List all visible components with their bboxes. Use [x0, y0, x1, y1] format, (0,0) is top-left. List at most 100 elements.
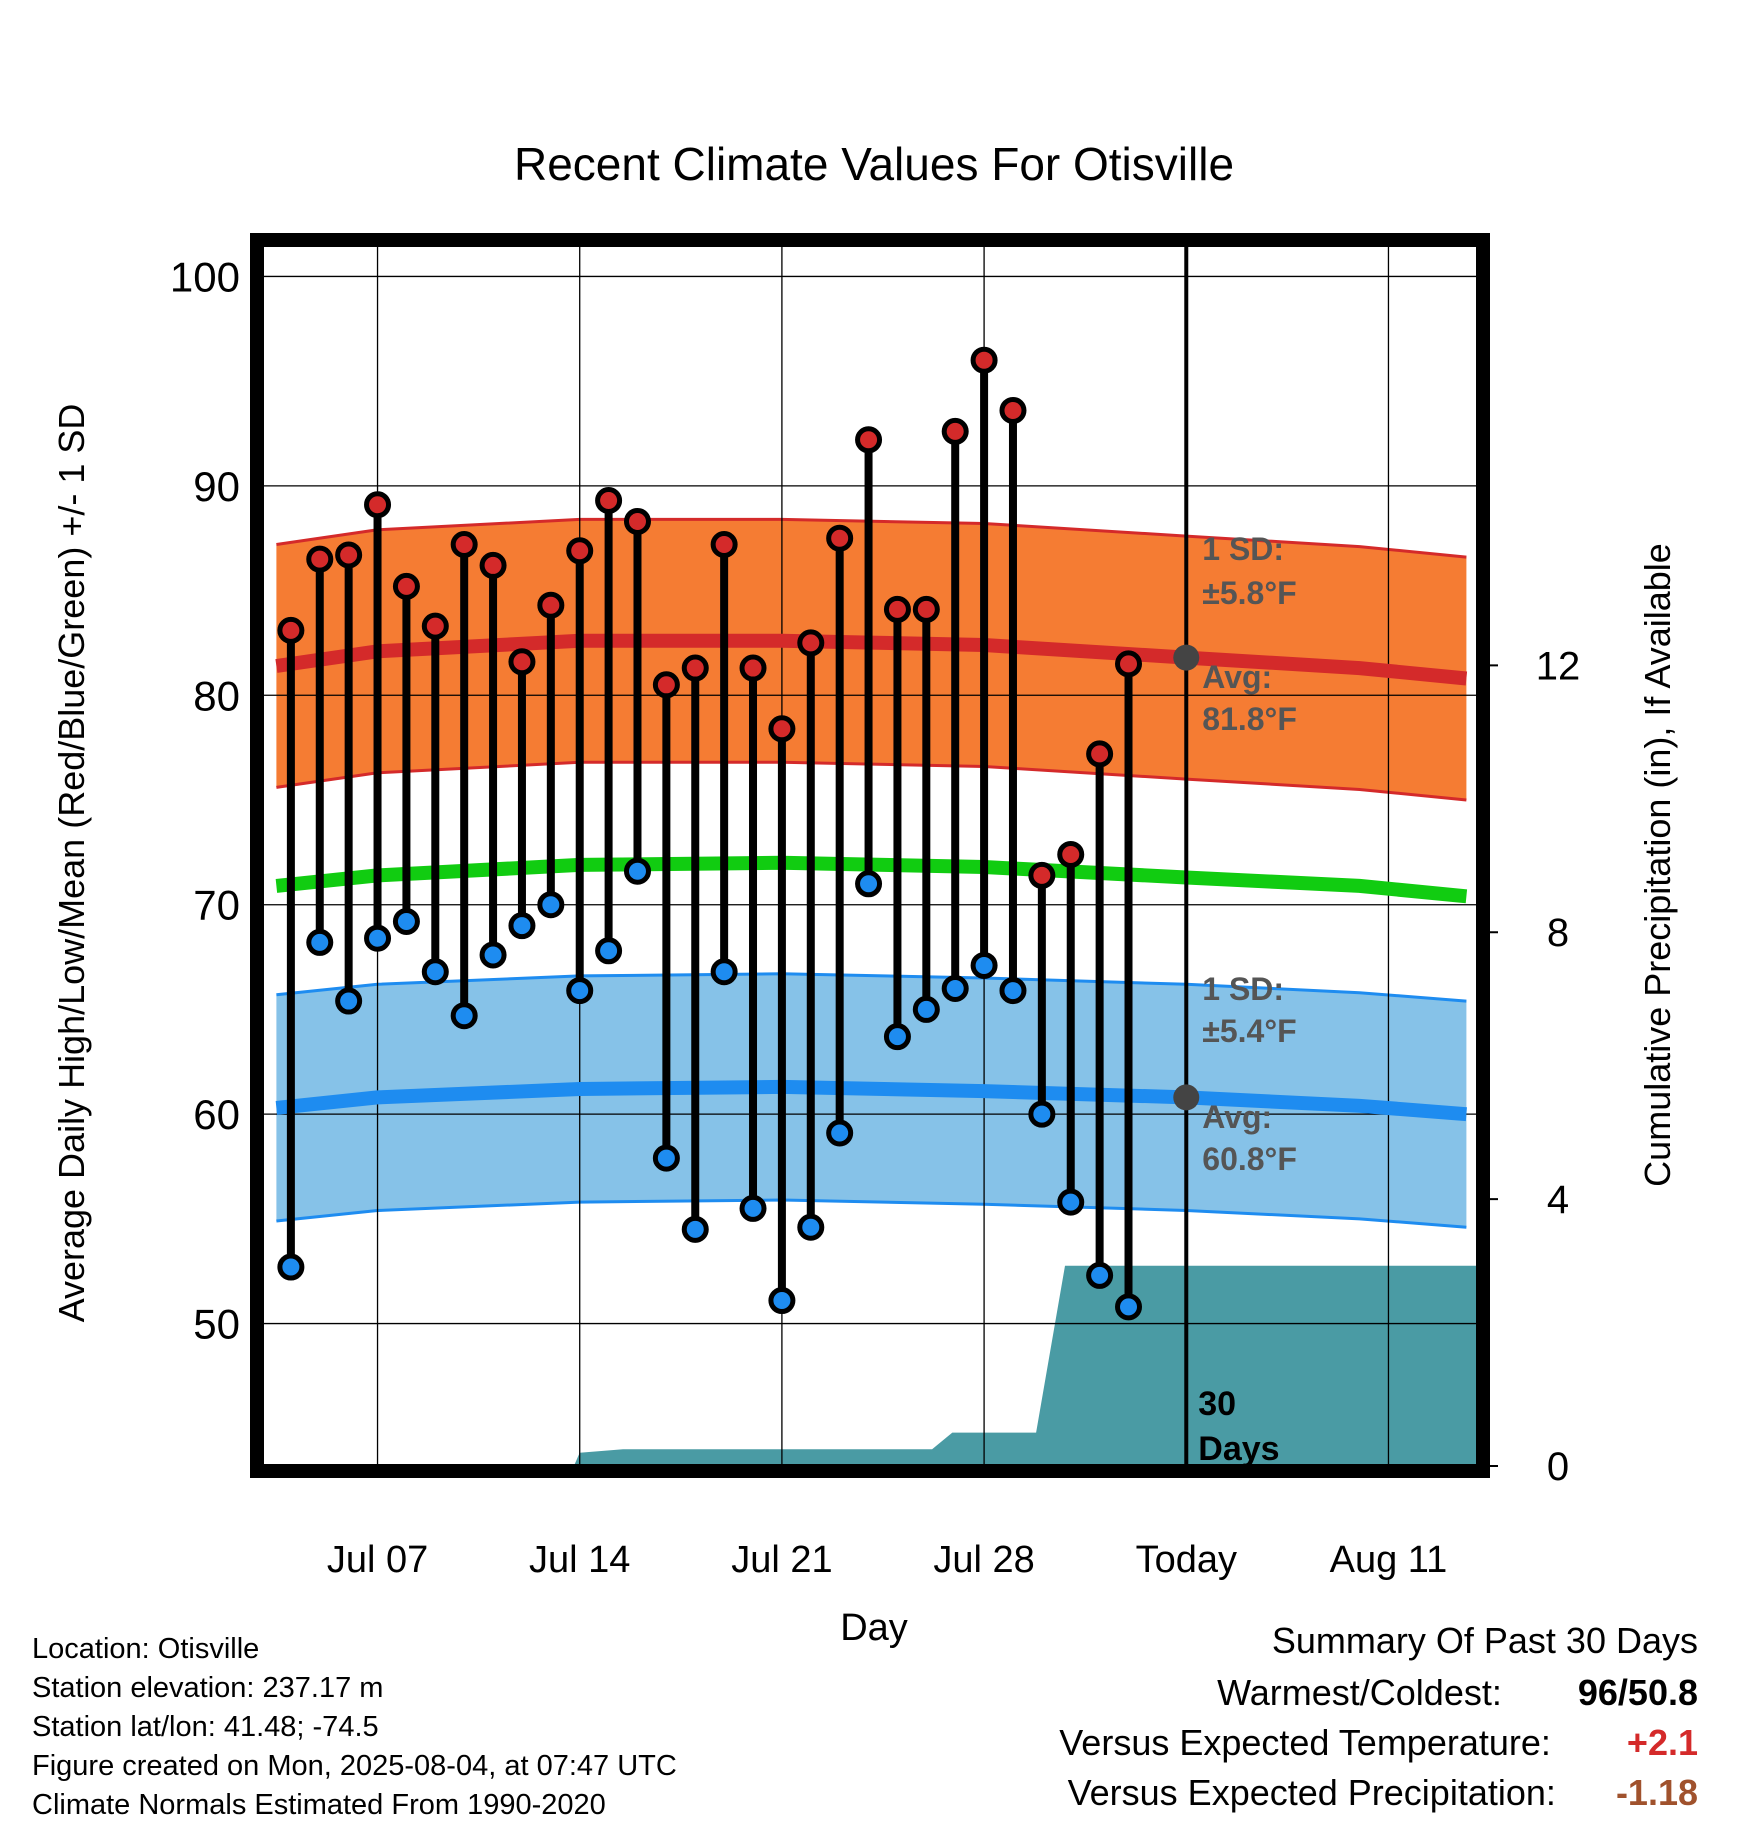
- daily-high-point: [595, 487, 623, 515]
- chart-title: Recent Climate Values For Otisville: [514, 138, 1234, 190]
- daily-high-point: [941, 417, 969, 445]
- x-tick-label: Jul 21: [731, 1539, 832, 1581]
- daily-high-point: [392, 572, 420, 600]
- today-normal-high-marker: [1173, 644, 1200, 671]
- y2-axis-label: Cumulative Precipitation (in), If Availa…: [1637, 543, 1678, 1187]
- high-sd-value: ±5.8°F: [1202, 575, 1296, 611]
- daily-low-point: [970, 951, 998, 979]
- low-sd-band: [276, 973, 1467, 1228]
- daily-high-point: [450, 530, 478, 558]
- high-sd-lower-edge: [276, 760, 1467, 802]
- footer-normals: Climate Normals Estimated From 1990-2020: [32, 1789, 606, 1821]
- summary-precip-label: Versus Expected Precipitation:: [1067, 1772, 1556, 1813]
- daily-low-point: [364, 924, 392, 952]
- low-sd-upper-edge: [276, 972, 1467, 1003]
- daily-high-point: [421, 612, 449, 640]
- today-normal-low-marker: [1173, 1084, 1200, 1111]
- daily-low-point: [1057, 1188, 1085, 1216]
- y-tick-label: 100: [170, 253, 240, 300]
- summary-temp-label: Versus Expected Temperature:: [1059, 1722, 1551, 1763]
- footer-latlon: Station lat/lon: 41.48; -74.5: [32, 1711, 379, 1743]
- daily-high-point: [479, 551, 507, 579]
- daily-high-point: [277, 616, 305, 644]
- summary-title: Summary Of Past 30 Days: [1271, 1620, 1698, 1661]
- daily-high-point: [1115, 650, 1143, 678]
- daily-low-point: [739, 1194, 767, 1222]
- daily-high-point: [855, 426, 883, 454]
- daily-high-point: [826, 524, 854, 552]
- summary-precip-value: -1.18: [1615, 1772, 1698, 1813]
- daily-low-point: [421, 958, 449, 986]
- daily-low-point: [479, 941, 507, 969]
- daily-high-point: [335, 541, 363, 569]
- daily-low-point: [797, 1213, 825, 1241]
- y-tick-label: 90: [193, 463, 240, 510]
- daily-high-point: [364, 491, 392, 519]
- footer-elevation: Station elevation: 237.17 m: [32, 1672, 384, 1704]
- summary-warmest-label: Warmest/Coldest:: [1217, 1672, 1502, 1713]
- daily-high-point: [710, 530, 738, 558]
- normal-low-line: [275, 1079, 1467, 1122]
- daily-high-point: [999, 396, 1027, 424]
- daily-high-point: [537, 591, 565, 619]
- x-tick-label: Today: [1136, 1539, 1237, 1581]
- daily-low-point: [1028, 1100, 1056, 1128]
- normal-mean-line: [275, 855, 1468, 904]
- y-tick-label: 60: [193, 1091, 240, 1138]
- daily-high-point: [1028, 861, 1056, 889]
- low-sd-value: ±5.4°F: [1202, 1013, 1296, 1049]
- high-avg-value: 81.8°F: [1202, 701, 1297, 737]
- precip-days-count: 30: [1198, 1385, 1236, 1423]
- y-tick-label: 80: [193, 672, 240, 719]
- daily-low-point: [537, 891, 565, 919]
- plot-area: 1 SD: ±5.8°F Avg: 81.8°F 1 SD: ±5.4°F Avg: 60.8…: [170, 233, 1581, 1581]
- low-sd-lower-edge: [276, 1198, 1467, 1229]
- footer-location: Location: Otisville: [32, 1633, 260, 1665]
- x-tick-label: Jul 07: [327, 1539, 428, 1581]
- daily-low-point: [566, 977, 594, 1005]
- y2-tick-label: 4: [1547, 1178, 1569, 1222]
- daily-high-point: [1086, 740, 1114, 768]
- daily-low-point: [855, 870, 883, 898]
- y2-tick-label: 12: [1536, 644, 1581, 688]
- daily-low-point: [883, 1023, 911, 1051]
- daily-low-point: [941, 974, 969, 1002]
- daily-high-point: [566, 537, 594, 565]
- x-tick-label: Jul 28: [933, 1539, 1034, 1581]
- precipitation-area: [276, 1265, 1478, 1466]
- daily-low-point: [277, 1253, 305, 1281]
- daily-high-point: [739, 654, 767, 682]
- daily-low-point: [450, 1002, 478, 1030]
- high-avg-label: Avg:: [1202, 659, 1272, 695]
- daily-high-point: [652, 671, 680, 699]
- daily-low-point: [508, 912, 536, 940]
- summary-temp-row: Versus Expected Temperature: +2.1: [1059, 1722, 1698, 1764]
- daily-low-point: [1086, 1261, 1114, 1289]
- summary-warmest-value: 96/50.8: [1577, 1672, 1698, 1713]
- daily-high-point: [797, 629, 825, 657]
- x-tick-label: Aug 11: [1330, 1539, 1448, 1581]
- daily-high-point: [508, 648, 536, 676]
- daily-low-point: [681, 1215, 709, 1243]
- daily-high-point: [623, 507, 651, 535]
- daily-low-point: [826, 1119, 854, 1147]
- footer-created: Figure created on Mon, 2025-08-04, at 07…: [32, 1750, 677, 1782]
- daily-high-point: [912, 595, 940, 623]
- summary-precip-row: Versus Expected Precipitation: -1.18: [1068, 1772, 1698, 1814]
- y2-tick-label: 8: [1547, 911, 1569, 955]
- daily-low-point: [768, 1287, 796, 1315]
- x-axis-label: Day: [840, 1607, 908, 1649]
- daily-low-point: [999, 977, 1027, 1005]
- y-tick-label: 50: [193, 1301, 240, 1348]
- daily-low-point: [335, 987, 363, 1015]
- daily-high-point: [883, 595, 911, 623]
- daily-low-point: [623, 857, 651, 885]
- high-sd-upper-edge: [276, 517, 1467, 559]
- y2-tick-label: 0: [1547, 1445, 1569, 1489]
- summary-temp-value: +2.1: [1626, 1722, 1698, 1763]
- summary-warmest-row: Warmest/Coldest: 96/50.8: [1217, 1672, 1698, 1714]
- low-sd-label: 1 SD:: [1202, 971, 1284, 1007]
- precip-days-label: Days: [1198, 1430, 1279, 1468]
- low-avg-label: Avg:: [1202, 1099, 1272, 1135]
